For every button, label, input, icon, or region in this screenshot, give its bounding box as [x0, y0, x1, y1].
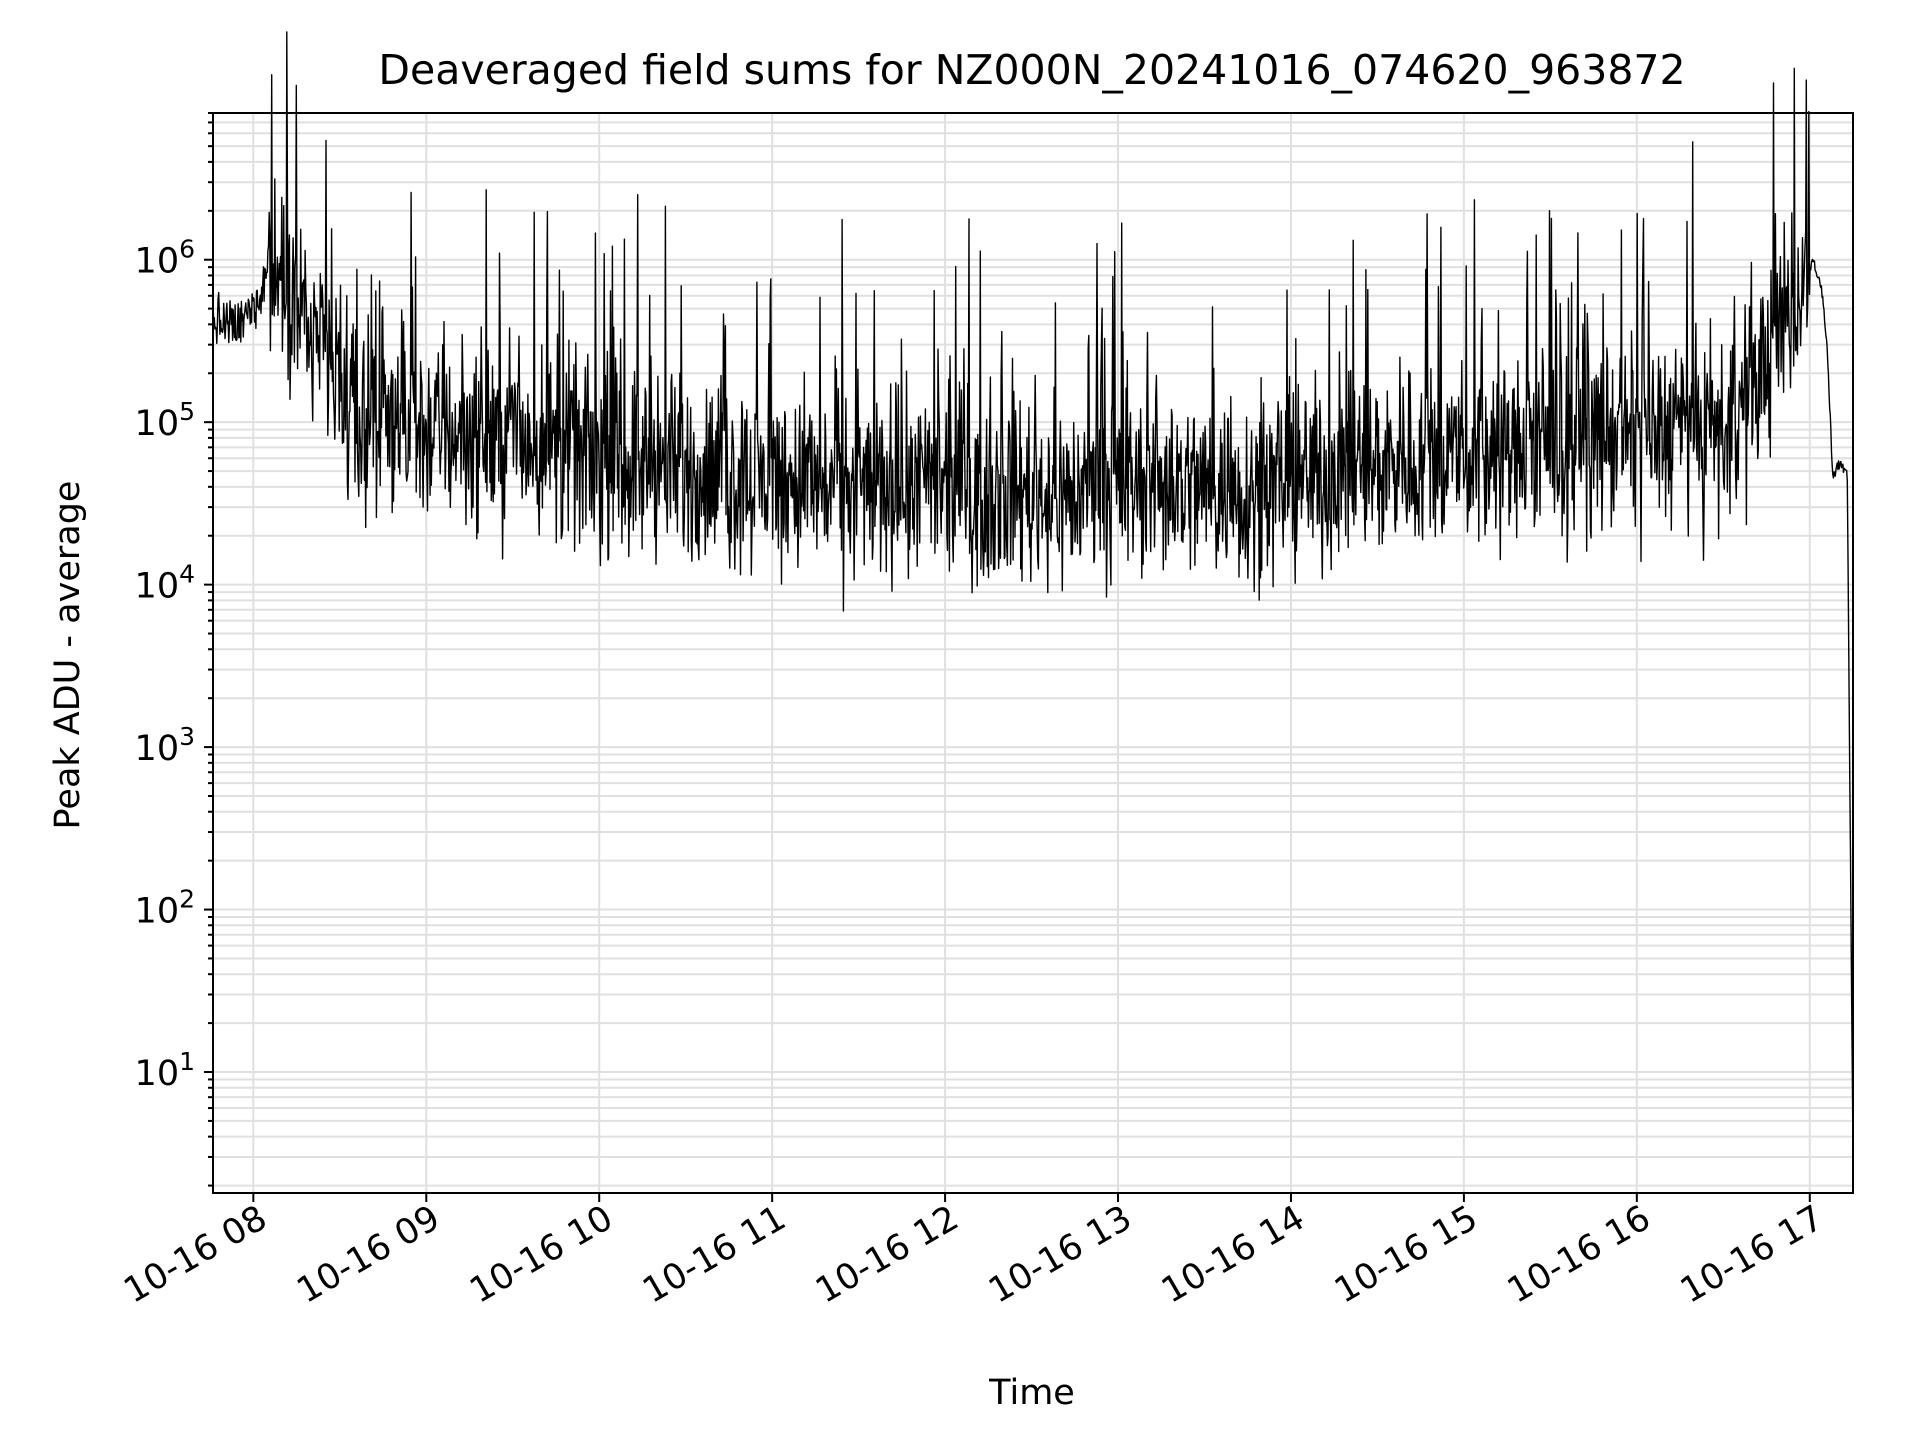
y-axis-label: Peak ADU - average	[48, 481, 88, 830]
y-axis: 101 102 103 104 105 106	[135, 112, 213, 1187]
x-axis-label: Time	[988, 1373, 1075, 1413]
y-tick-label: 106	[135, 235, 195, 282]
y-tick-label: 101	[135, 1047, 195, 1094]
chart-title: Deaveraged field sums for NZ000N_2024101…	[378, 46, 1685, 94]
y-tick-label: 103	[135, 722, 195, 769]
y-tick-label: 105	[135, 397, 195, 444]
y-tick-label: 102	[135, 885, 195, 932]
data-layer	[212, 31, 1854, 1158]
series-line	[212, 31, 1854, 1158]
plot-frame	[212, 112, 1854, 1194]
y-tick-label: 104	[135, 560, 195, 607]
